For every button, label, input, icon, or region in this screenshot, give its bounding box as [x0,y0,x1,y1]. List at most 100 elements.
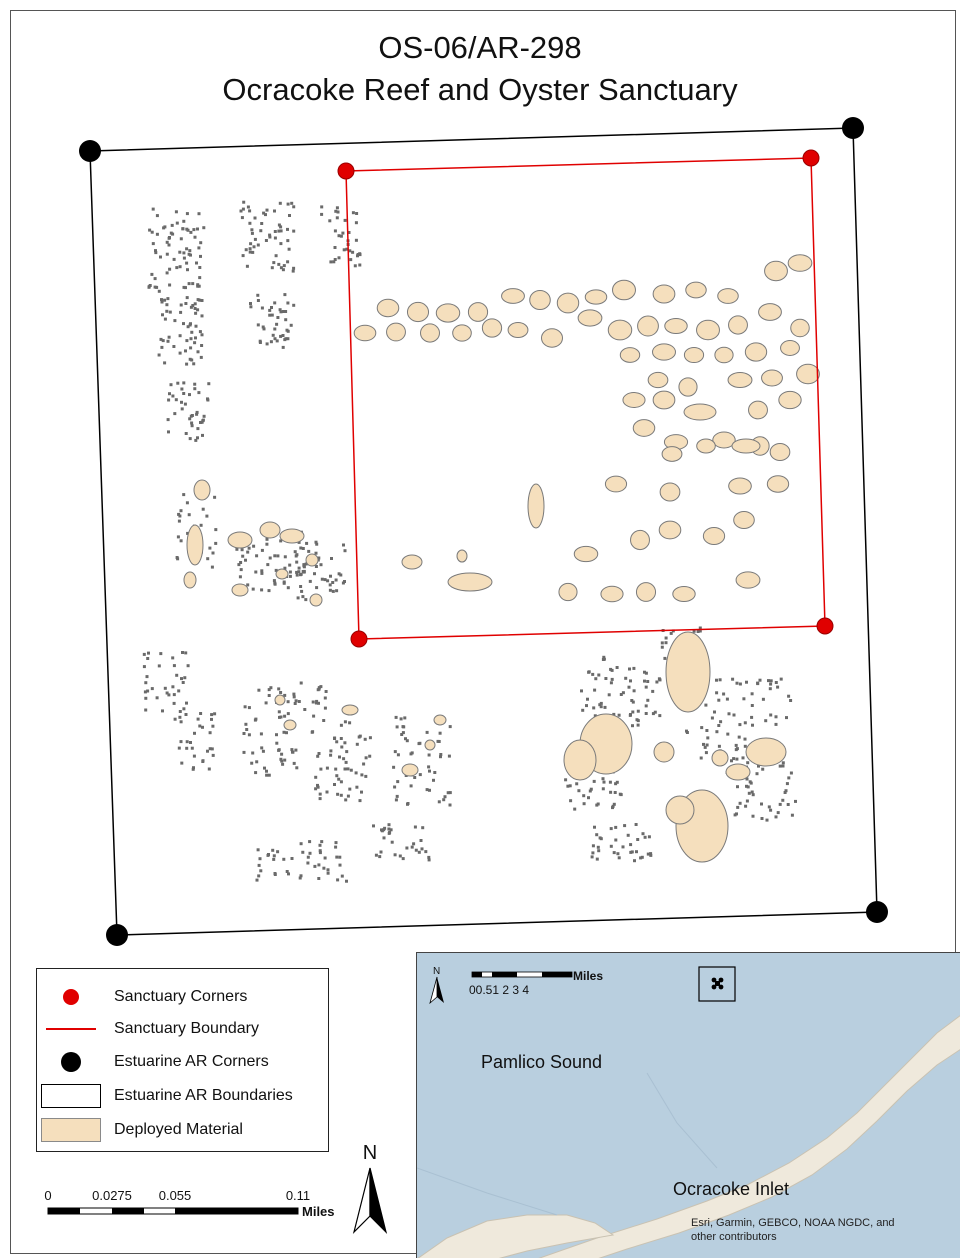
material-fragment [268,556,272,560]
material-fragment [785,716,788,720]
material-fragment [347,231,351,234]
material-fragment [765,818,769,822]
material-fragment [337,256,341,260]
material-fragment [182,392,186,395]
material-fragment [200,314,204,318]
material-fragment [165,303,169,307]
material-fragment [587,796,590,800]
material-fragment [295,570,299,574]
material-fragment [787,776,791,780]
material-fragment [192,766,195,770]
material-fragment [189,346,193,350]
material-fragment [182,219,186,223]
material-fragment [184,713,188,716]
material-fragment [173,412,177,416]
material-fragment [379,850,383,854]
material-fragment [781,798,785,802]
material-fragment [715,691,719,695]
material-fragment [726,732,730,736]
deployed-material-patch [637,315,659,337]
deployed-material-patch [556,292,580,314]
material-fragment [167,693,171,697]
material-fragment [732,757,736,761]
material-fragment [273,337,277,341]
material-fragment [609,827,613,831]
material-fragment [190,424,194,428]
material-fragment [178,250,182,254]
material-fragment [302,564,306,568]
material-fragment [448,791,452,795]
material-fragment [405,739,409,743]
material-fragment [761,697,765,701]
material-fragment [196,350,200,354]
material-fragment [425,730,429,734]
material-fragment [706,736,710,740]
material-fragment [318,792,322,796]
material-fragment [649,853,653,857]
material-fragment [182,285,186,289]
deployed-material-patch [696,319,720,341]
material-fragment [738,801,742,805]
material-fragment [781,764,785,768]
material-fragment [185,701,188,705]
material-fragment [266,563,270,567]
material-fragment [252,544,256,548]
material-fragment [277,710,281,714]
deployed-material-patch [309,593,323,607]
material-fragment [275,733,278,737]
legend: Sanctuary Corners Sanctuary Boundary Est… [36,968,329,1152]
material-fragment [179,237,183,241]
material-fragment [265,769,268,773]
material-fragment [358,263,362,267]
material-fragment [265,342,269,346]
sanctuary-corner [816,617,834,635]
material-fragment [160,298,163,302]
material-fragment [181,651,184,654]
material-fragment [184,651,188,655]
material-fragment [609,790,613,794]
material-fragment [268,235,272,239]
material-fragment [333,258,337,261]
material-fragment [301,850,305,854]
material-fragment [346,767,350,771]
material-fragment [200,299,204,302]
material-fragment [611,804,615,808]
material-fragment [409,752,413,756]
material-fragment [198,276,202,280]
material-fragment [275,339,279,343]
material-fragment [314,775,318,779]
material-fragment [256,299,260,302]
material-fragment [201,419,205,423]
material-fragment [202,226,206,230]
material-fragment [281,268,285,272]
material-fragment [705,743,709,747]
material-fragment [631,710,635,714]
material-fragment [785,782,789,786]
material-fragment [624,676,628,680]
material-fragment [267,688,271,692]
material-fragment [593,688,597,692]
material-fragment [214,541,218,545]
material-fragment [246,205,250,209]
material-fragment [206,749,209,753]
material-fragment [277,262,281,266]
material-fragment [750,790,754,794]
material-fragment [250,761,254,765]
material-fragment [632,666,636,670]
material-fragment [303,708,307,711]
material-fragment [211,753,215,757]
material-fragment [286,337,290,341]
material-fragment [334,209,338,213]
material-fragment [196,284,200,288]
material-fragment [335,589,339,593]
material-fragment [715,730,719,734]
material-fragment [335,206,339,210]
material-fragment [292,695,296,699]
material-fragment [704,703,708,707]
material-fragment [298,876,302,880]
material-fragment [427,858,431,862]
material-fragment [342,543,345,547]
material-fragment [278,715,281,719]
material-fragment [750,704,754,707]
material-fragment [343,767,347,771]
